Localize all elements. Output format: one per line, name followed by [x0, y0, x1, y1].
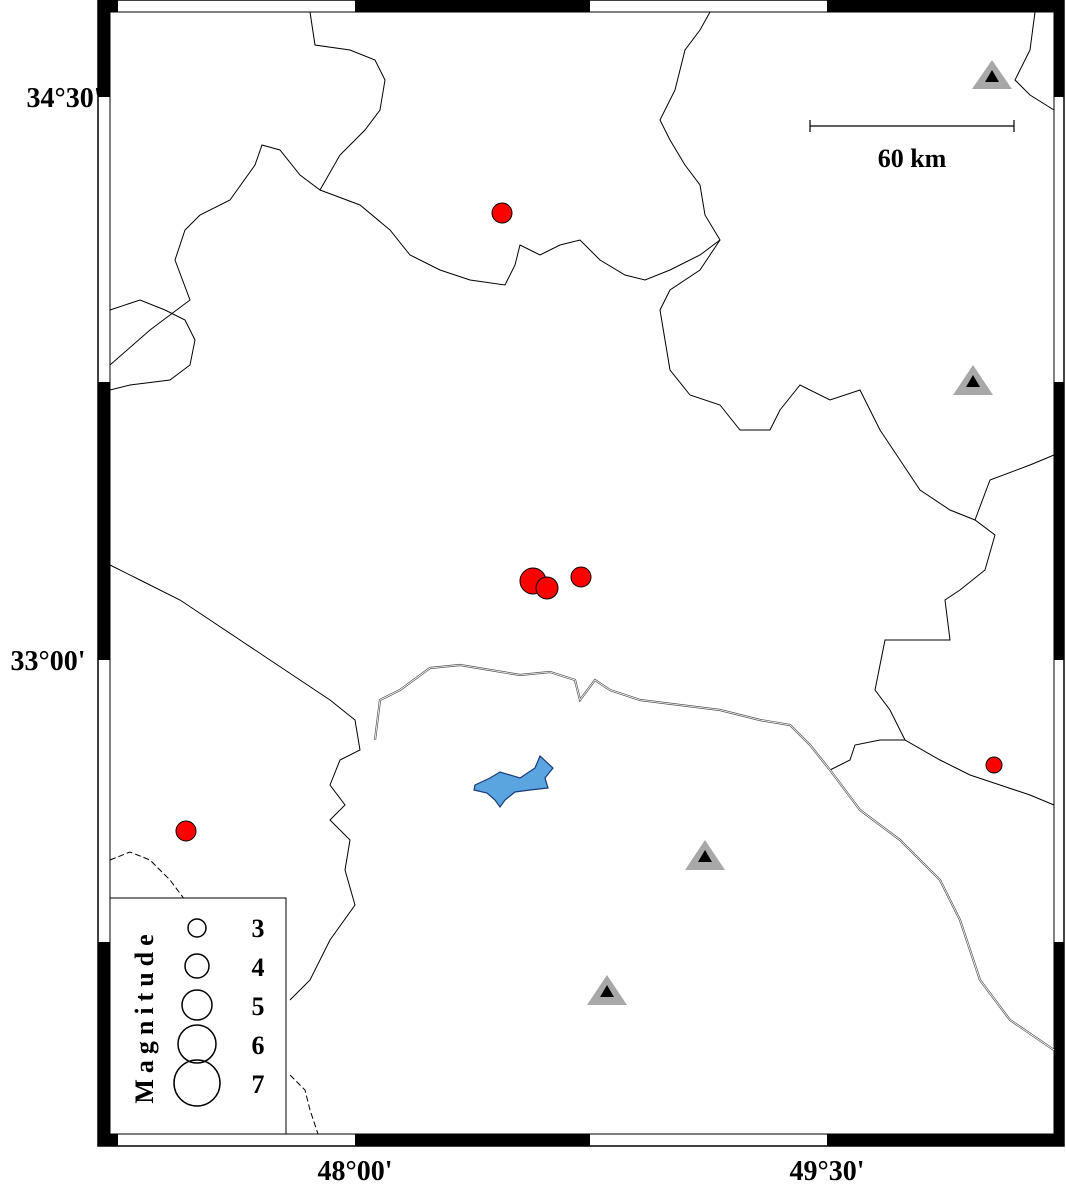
earthquakes [175, 202, 1003, 842]
lake [473, 754, 554, 809]
scale-label: 60 km [878, 144, 947, 173]
scale-bar: 60 km [809, 120, 1015, 173]
stations [587, 60, 1012, 1005]
legend-title: Magnitude [130, 928, 159, 1103]
lon-label: 48°00' [318, 1156, 393, 1184]
legend-size: 7 [252, 1070, 265, 1099]
lat-label: 33°00' [11, 646, 86, 677]
boundaries [109, 11, 1055, 1135]
legend-size: 5 [252, 992, 265, 1021]
legend-size: 6 [252, 1031, 265, 1060]
lat-label: 34°30' [27, 83, 102, 114]
legend-size: 3 [252, 914, 265, 943]
legend-size: 4 [252, 953, 265, 982]
legend: Magnitude 3 4 5 6 7 [109, 897, 287, 1135]
lon-label: 49°30' [790, 1156, 865, 1184]
